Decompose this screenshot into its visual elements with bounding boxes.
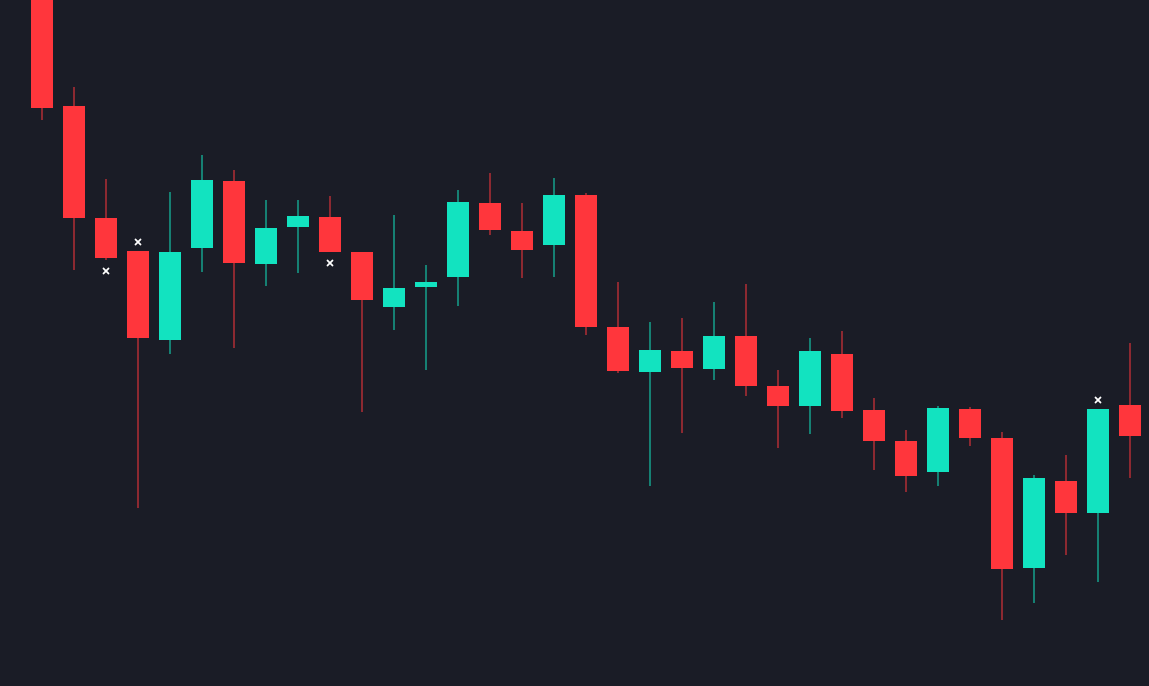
candle-body: [863, 410, 885, 441]
candle-body: [895, 441, 917, 476]
candle-body: [799, 351, 821, 406]
candle-body: [383, 288, 405, 307]
candle-body: [1055, 481, 1077, 513]
candle-body: [735, 336, 757, 386]
candle-body: [671, 351, 693, 368]
candle-body: [255, 228, 277, 264]
candle-body: [1023, 478, 1045, 568]
candle-body: [63, 106, 85, 218]
candle-body: [511, 231, 533, 250]
candle-body: [223, 181, 245, 263]
candle-body: [831, 354, 853, 411]
candle-body: [127, 251, 149, 338]
candle-body: [959, 409, 981, 438]
candle-body: [351, 252, 373, 300]
candle-body: [543, 195, 565, 245]
candle-body: [159, 252, 181, 340]
candle-body: [415, 282, 437, 287]
signal-marker: [1094, 396, 1102, 404]
candle-body: [1119, 405, 1141, 436]
candle-body: [479, 203, 501, 230]
candle-body: [703, 336, 725, 369]
candle-body: [287, 216, 309, 227]
candle-body: [927, 408, 949, 472]
candle-body: [607, 327, 629, 371]
candle-body: [31, 0, 53, 108]
candle-body: [95, 218, 117, 258]
candle-body: [447, 202, 469, 277]
signal-marker: [134, 238, 142, 246]
candle-body: [991, 438, 1013, 569]
candle-body: [319, 217, 341, 252]
signal-marker: [102, 267, 110, 275]
candle-body: [191, 180, 213, 248]
candle-body: [767, 386, 789, 406]
candle-body: [639, 350, 661, 372]
signal-marker: [326, 259, 334, 267]
candle-body: [575, 195, 597, 327]
candle-body: [1087, 409, 1109, 513]
